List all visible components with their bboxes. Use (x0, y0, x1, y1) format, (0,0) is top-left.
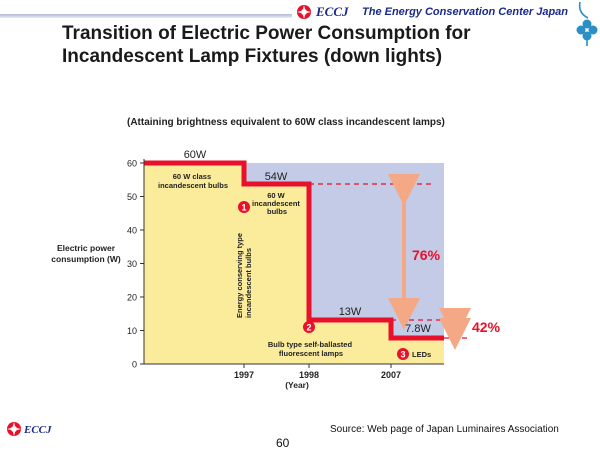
source-note: Source: Web page of Japan Luminaires Ass… (330, 424, 559, 435)
organization-name: The Energy Conservation Center Japan (362, 6, 568, 18)
step-label-7-8w: 7.8W (405, 323, 431, 335)
marker-2-icon (303, 321, 315, 333)
clover-icon (576, 1, 598, 46)
annotation-60w-incandescent-line1: 60 W (267, 191, 285, 200)
annotation-60w-incandescent-line3: bulbs (267, 207, 287, 216)
region-incandescent (144, 163, 244, 364)
x-tick-label: 1998 (299, 370, 319, 380)
region-fluorescent (309, 320, 391, 364)
y-tick-label: 50 (127, 192, 137, 202)
marker-1-icon (238, 201, 250, 213)
step-label-60w: 60W (184, 149, 207, 161)
y-tick-label: 10 (127, 326, 137, 336)
footer-eccj-logo-icon (7, 422, 21, 436)
reduction-label-42: 42% (472, 319, 501, 335)
marker-2-number: 2 (306, 323, 311, 333)
annotation-fluorescent-line2: fluorescent lamps (279, 349, 343, 358)
annotation-energy-conserving-line2: incandescent bulbs (244, 248, 253, 318)
annotation-energy-conserving-line1: Energy conserving type (235, 233, 244, 318)
annotation-fluorescent: Bulb type self-ballasted fluorescent lam… (268, 340, 354, 358)
annotation-60w-class-line1: 60 W class (173, 172, 211, 181)
annotation-60w-class: 60 W class incandescent bulbs (158, 172, 228, 190)
y-tick-label: 40 (127, 226, 137, 236)
page-title: Transition of Electric Power Consumption… (62, 23, 471, 67)
y-tick-label: 60 (127, 159, 137, 169)
annotation-fluorescent-line1: Bulb type self-ballasted (268, 340, 353, 349)
eccj-logo-icon (297, 5, 311, 19)
reduction-label-76: 76% (412, 247, 441, 263)
x-tick-label: 1997 (234, 370, 254, 380)
header-logo-text: ECCJ (316, 4, 349, 19)
step-line (144, 160, 444, 341)
region-energy-conserving (244, 183, 309, 364)
annotation-energy-conserving: Energy conserving type incandescent bulb… (235, 231, 253, 318)
step-label-54w: 54W (265, 171, 288, 183)
marker-1-number: 1 (241, 203, 246, 213)
annotation-60w-incandescent: 60 W incandescent bulbs (252, 191, 302, 216)
marker-3-number: 3 (400, 350, 405, 360)
header-rule (0, 14, 292, 18)
axes: 0 10 20 30 40 50 60 1997 1998 2007 (127, 159, 444, 380)
annotation-60w-incandescent-line2: incandescent (252, 199, 300, 208)
y-tick-label: 0 (132, 360, 137, 370)
annotation-leds: LEDs (412, 350, 431, 359)
page-number: 60 (276, 436, 290, 450)
x-tick-label: 2007 (381, 370, 401, 380)
y-tick-label: 20 (127, 293, 137, 303)
step-label-13w: 13W (339, 306, 362, 318)
marker-3-icon (397, 348, 409, 360)
annotation-60w-class-line2: incandescent bulbs (158, 181, 228, 190)
chart-subtitle: (Attaining brightness equivalent to 60W … (127, 117, 445, 128)
footer-logo-text: ECCJ (24, 424, 52, 436)
y-axis-label: Electric power consumption (W) (51, 243, 121, 264)
y-tick-label: 30 (127, 259, 137, 269)
x-axis-label: (Year) (285, 380, 309, 390)
